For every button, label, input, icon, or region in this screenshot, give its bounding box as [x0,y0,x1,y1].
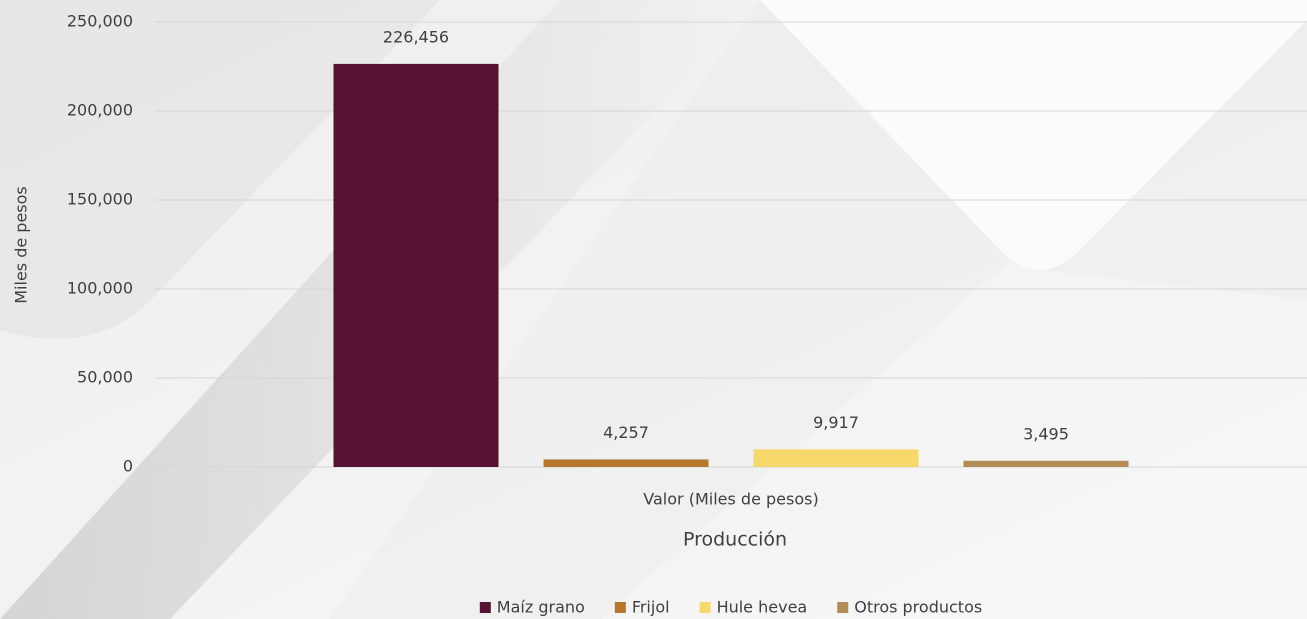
y-tick-label: 250,000 [67,12,133,31]
legend-label: Maíz grano [497,598,585,617]
value-label: 226,456 [383,27,449,46]
y-tick-label: 150,000 [67,190,133,209]
bar [333,63,499,467]
bar [543,459,709,467]
y-tick-label: 100,000 [67,279,133,298]
value-label: 3,495 [1023,424,1069,443]
x-axis-title: Producción [683,529,787,551]
y-tick-label: 200,000 [67,101,133,120]
legend-swatch [614,602,626,613]
value-label: 9,917 [813,413,859,432]
bar [753,449,919,467]
x-tick-label: Valor (Miles de pesos) [643,490,818,509]
legend-label: Hule hevea [717,598,808,617]
legend-swatch [479,602,491,613]
value-label: 4,257 [603,423,649,442]
bar [963,460,1129,467]
y-tick-label: 50,000 [77,368,133,387]
legend-swatch [699,602,711,613]
legend-label: Otros productos [854,598,982,617]
y-axis-title: Miles de pesos [12,186,31,304]
legend-label: Frijol [632,598,670,617]
legend-swatch [837,602,849,613]
y-tick-label: 0 [123,457,133,476]
